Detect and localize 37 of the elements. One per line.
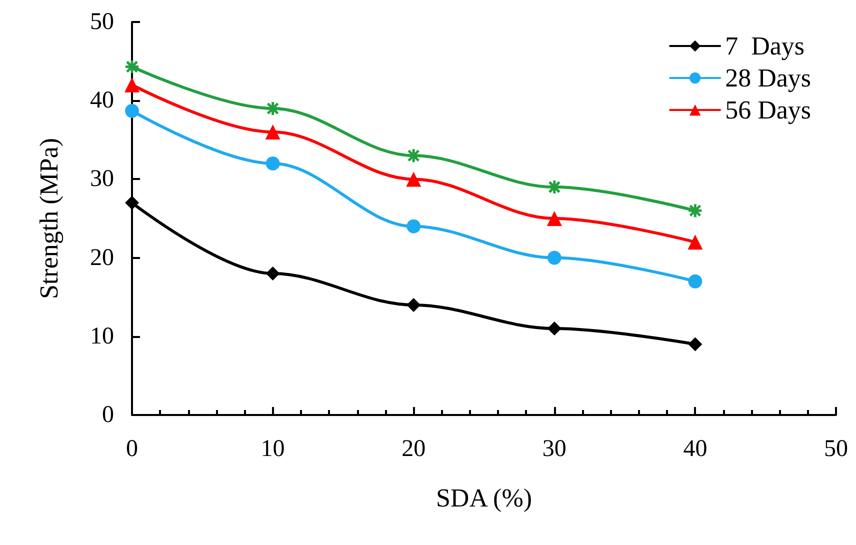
point [687,202,703,218]
y-tick-label: 50 [90,9,114,35]
x-tick-label: 50 [824,436,848,462]
point [688,234,703,250]
point [265,124,280,140]
point [124,59,140,75]
y-tick-label: 10 [90,323,114,350]
point [406,298,421,312]
x-tick-label: 20 [402,436,426,462]
y-tick-label: 40 [90,88,114,114]
point [266,266,280,281]
point [125,104,139,118]
point [546,179,562,195]
point [688,274,702,288]
legend-label: 7 Days [725,32,805,60]
legend-label: 56 Days [725,96,812,124]
x-axis-title: SDA (%) [436,484,532,512]
x-tick-label: 10 [260,436,285,462]
x-tick-label: 0 [126,436,138,462]
point [406,172,422,187]
point [406,219,421,234]
y-tick-label: 30 [90,166,114,192]
y-tick-label: 0 [102,402,114,428]
point [688,337,702,352]
point [265,100,281,116]
legend-label: 28 Days [725,64,812,92]
x-tick-label: 40 [683,436,708,462]
point [124,77,140,92]
point [547,322,562,336]
y-tick-label: 20 [90,244,114,271]
point [547,250,562,265]
point [125,196,139,210]
y-axis-title: Strength (MPa) [34,138,64,300]
point [546,211,562,226]
point [266,156,280,170]
point [406,148,422,164]
x-tick-label: 30 [542,436,566,462]
